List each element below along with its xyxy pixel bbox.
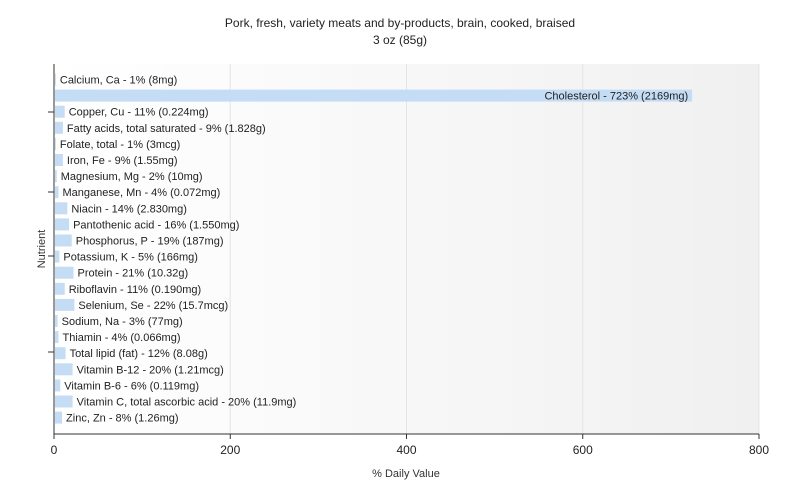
bar-label-21: Zinc, Zn - 8% (1.26mg) <box>66 413 178 425</box>
bar-label-0: Calcium, Ca - 1% (8mg) <box>60 75 177 87</box>
x-ticks: 0 200 400 600 800 <box>51 434 769 457</box>
bar-5 <box>55 154 63 166</box>
bar-labels: Calcium, Ca - 1% (8mg) Cholesterol - 723%… <box>60 75 688 425</box>
x-axis-title: % Daily Value <box>372 468 440 480</box>
bar-label-6: Magnesium, Mg - 2% (10mg) <box>61 171 203 183</box>
bar-label-20: Vitamin C, total ascorbic acid - 20% (11… <box>77 397 297 409</box>
bar-label-19: Vitamin B-6 - 6% (0.119mg) <box>64 380 199 392</box>
x-tick-label-600: 600 <box>573 443 593 457</box>
grid-lines <box>229 64 760 434</box>
bar-label-13: Riboflavin - 11% (0.190mg) <box>69 284 201 296</box>
bar-label-14: Selenium, Se - 22% (15.7mcg) <box>78 300 228 312</box>
bar-label-10: Phosphorus, P - 19% (187mg) <box>76 236 224 248</box>
bar-label-4: Folate, total - 1% (3mcg) <box>60 139 180 151</box>
x-tick-label-200: 200 <box>220 443 240 457</box>
bar-label-2: Copper, Cu - 11% (0.224mg) <box>69 107 209 119</box>
bar-20 <box>55 395 73 408</box>
bar-label-17: Total lipid (fat) - 12% (8.08g) <box>70 348 208 360</box>
y-axis-title: Nutrient <box>36 230 48 269</box>
bar-label-12: Protein - 21% (10.32g) <box>78 268 189 280</box>
bar-label-5: Iron, Fe - 9% (1.55mg) <box>67 155 178 167</box>
bar-2 <box>55 105 65 118</box>
bar-19 <box>55 379 61 392</box>
bar-13 <box>55 282 65 295</box>
x-tick-label-400: 400 <box>396 443 416 457</box>
x-tick-label-800: 800 <box>749 443 769 457</box>
bar-8 <box>55 202 68 215</box>
bar-9 <box>55 218 70 231</box>
chart-subtitle: 3 oz (85g) <box>373 33 427 47</box>
bar-4 <box>55 137 56 150</box>
bar-21 <box>55 411 63 424</box>
bar-label-8: Niacin - 14% (2.830mg) <box>71 203 187 215</box>
bar-label-1: Cholesterol - 723% (2169mg) <box>544 91 688 103</box>
bar-label-7: Manganese, Mn - 4% (0.072mg) <box>63 187 221 199</box>
bar-7 <box>55 186 59 199</box>
bar-17 <box>55 347 66 360</box>
bar-12 <box>55 266 74 279</box>
bar-label-15: Sodium, Na - 3% (77mg) <box>62 316 183 328</box>
bars <box>55 73 693 424</box>
bar-11 <box>55 250 60 263</box>
bar-14 <box>55 298 75 311</box>
bar-10 <box>55 234 72 247</box>
bar-0 <box>55 73 56 86</box>
bar-15 <box>55 315 58 327</box>
bar-label-9: Pantothenic acid - 16% (1.550mg) <box>73 219 239 231</box>
bar-label-11: Potassium, K - 5% (166mg) <box>63 252 198 264</box>
bar-3 <box>55 121 63 134</box>
x-tick-label-0: 0 <box>51 443 58 457</box>
bar-18 <box>55 363 73 376</box>
bar-label-16: Thiamin - 4% (0.066mg) <box>63 332 181 344</box>
bar-label-3: Fatty acids, total saturated - 9% (1.828… <box>67 123 266 135</box>
bar-label-18: Vitamin B-12 - 20% (1.21mcg) <box>77 364 224 376</box>
bar-6 <box>55 170 57 183</box>
chart-title: Pork, fresh, variety meats and by-produc… <box>225 16 575 30</box>
bar-1 <box>55 89 693 102</box>
bar-16 <box>55 331 59 344</box>
